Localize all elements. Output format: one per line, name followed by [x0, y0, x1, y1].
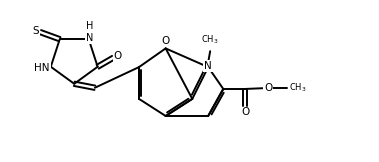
Text: CH$_3$: CH$_3$ — [201, 34, 219, 46]
Text: S: S — [32, 26, 39, 36]
Text: H
N: H N — [86, 21, 93, 43]
Text: N: N — [204, 61, 212, 71]
Text: O: O — [241, 107, 249, 117]
Text: O: O — [114, 51, 122, 61]
Text: O: O — [161, 36, 170, 46]
Text: HN: HN — [34, 63, 50, 73]
Text: CH$_3$: CH$_3$ — [289, 82, 307, 94]
Text: O: O — [264, 83, 273, 93]
